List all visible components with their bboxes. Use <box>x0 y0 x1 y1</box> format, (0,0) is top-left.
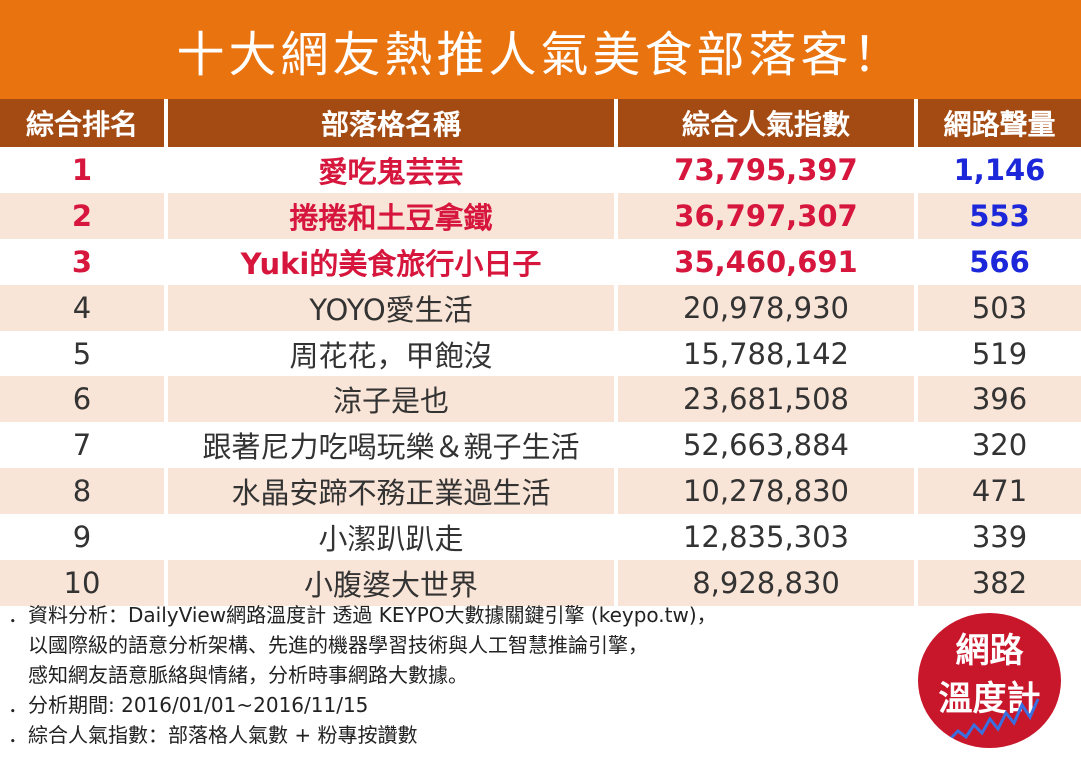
table-row: 5 周花花，甲飽沒 15,788,142 519 <box>0 330 1081 377</box>
rank-cell: 7 <box>0 422 168 469</box>
volume-cell: 503 <box>916 284 1081 331</box>
header-blog-name: 部落格名稱 <box>166 99 618 147</box>
blog-name-cell: 小潔趴趴走 <box>166 514 618 561</box>
blog-name-cell: 涼子是也 <box>166 376 618 423</box>
header-online-volume: 網路聲量 <box>916 99 1081 147</box>
page-title: 十大網友熱推人氣美食部落客！ <box>176 26 905 83</box>
volume-cell: 1,146 <box>916 147 1081 193</box>
ranking-table: 綜合排名 部落格名稱 綜合人氣指數 網路聲量 1 愛吃鬼芸芸 73,795,39… <box>0 99 1081 606</box>
volume-cell: 553 <box>916 192 1081 239</box>
blog-name-cell: 愛吃鬼芸芸 <box>166 147 618 193</box>
table-row: 8 水晶安蹄不務正業過生活 10,278,830 471 <box>0 468 1081 515</box>
rank-cell: 8 <box>0 468 168 515</box>
note-line: ．資料分析：DailyView網路溫度計 透過 KEYPO大數據關鍵引擎 (ke… <box>8 603 717 627</box>
blog-name-cell: 跟著尼力吃喝玩樂＆親子生活 <box>166 422 618 469</box>
blog-name-cell: 小腹婆大世界 <box>166 560 618 606</box>
blog-name-cell: Yuki的美食旅行小日子 <box>166 238 618 285</box>
table-row: 6 涼子是也 23,681,508 396 <box>0 376 1081 423</box>
rank-cell: 9 <box>0 514 168 561</box>
volume-cell: 396 <box>916 376 1081 423</box>
volume-cell: 339 <box>916 514 1081 561</box>
table-row: 3 Yuki的美食旅行小日子 35,460,691 566 <box>0 238 1081 285</box>
index-cell: 73,795,397 <box>616 147 918 193</box>
table-header-row: 綜合排名 部落格名稱 綜合人氣指數 網路聲量 <box>0 99 1081 147</box>
index-cell: 15,788,142 <box>616 330 918 377</box>
note-line: ．綜合人氣指數：部落格人氣數 + 粉專按讚數 <box>8 723 418 747</box>
rank-cell: 4 <box>0 284 168 331</box>
header-popularity-index: 綜合人氣指數 <box>616 99 918 147</box>
table-row: 4 YOYO愛生活 20,978,930 503 <box>0 284 1081 331</box>
volume-cell: 566 <box>916 238 1081 285</box>
rank-cell: 1 <box>0 147 168 193</box>
index-cell: 20,978,930 <box>616 284 918 331</box>
logo-line-1: 網路 <box>955 631 1024 671</box>
index-cell: 23,681,508 <box>616 376 918 423</box>
note-line: 以國際級的語意分析架構、先進的機器學習技術與人工智慧推論引擎， <box>8 633 648 657</box>
note-line: 感知網友語意脈絡與情緒，分析時事網路大數據。 <box>8 663 468 687</box>
table-row: 1 愛吃鬼芸芸 73,795,397 1,146 <box>0 147 1081 193</box>
header-rank: 綜合排名 <box>0 99 168 147</box>
blog-name-cell: 捲捲和土豆拿鐵 <box>166 192 618 239</box>
rank-cell: 6 <box>0 376 168 423</box>
volume-cell: 471 <box>916 468 1081 515</box>
blog-name-cell: 周花花，甲飽沒 <box>166 330 618 377</box>
table-row: 9 小潔趴趴走 12,835,303 339 <box>0 514 1081 561</box>
rank-cell: 10 <box>0 560 168 606</box>
table-row: 2 捲捲和土豆拿鐵 36,797,307 553 <box>0 192 1081 239</box>
volume-cell: 382 <box>916 560 1081 606</box>
rank-cell: 5 <box>0 330 168 377</box>
index-cell: 8,928,830 <box>616 560 918 606</box>
blog-name-cell: 水晶安蹄不務正業過生活 <box>166 468 618 515</box>
table-row: 7 跟著尼力吃喝玩樂＆親子生活 52,663,884 320 <box>0 422 1081 469</box>
index-cell: 36,797,307 <box>616 192 918 239</box>
dailyview-logo: 網路 溫度計 <box>918 613 1061 748</box>
footnotes: ．資料分析：DailyView網路溫度計 透過 KEYPO大數據關鍵引擎 (ke… <box>8 600 717 750</box>
title-banner: 十大網友熱推人氣美食部落客！ <box>0 0 1081 99</box>
rank-cell: 2 <box>0 192 168 239</box>
index-cell: 10,278,830 <box>616 468 918 515</box>
note-line: ．分析期間: 2016/01/01~2016/11/15 <box>8 693 369 717</box>
index-cell: 35,460,691 <box>616 238 918 285</box>
index-cell: 12,835,303 <box>616 514 918 561</box>
blog-name-cell: YOYO愛生活 <box>166 284 618 331</box>
table-row: 10 小腹婆大世界 8,928,830 382 <box>0 560 1081 606</box>
index-cell: 52,663,884 <box>616 422 918 469</box>
line-graph-icon <box>946 698 1040 743</box>
volume-cell: 519 <box>916 330 1081 377</box>
volume-cell: 320 <box>916 422 1081 469</box>
rank-cell: 3 <box>0 238 168 285</box>
logo-line-2: 溫度計 <box>938 679 1041 719</box>
